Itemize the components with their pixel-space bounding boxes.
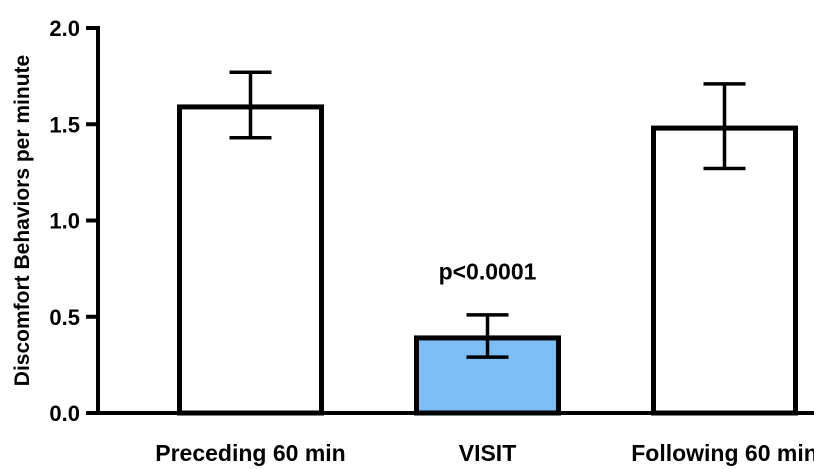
y-tick-label: 2.0 bbox=[49, 16, 80, 41]
significance-annotation: p<0.0001 bbox=[439, 259, 537, 285]
y-tick-label: 0.5 bbox=[49, 305, 80, 330]
y-tick-label: 0.0 bbox=[49, 401, 80, 426]
category-label: VISIT bbox=[459, 440, 517, 466]
y-tick-label: 1.0 bbox=[49, 209, 80, 234]
y-ticks-layer: 0.0 0.5 1.0 1.5 2.0 bbox=[49, 16, 98, 426]
annotations-layer: p<0.0001 bbox=[439, 259, 537, 285]
y-axis-title: Discomfort Behaviors per minute bbox=[11, 55, 34, 386]
category-label: Following 60 min bbox=[631, 440, 814, 466]
category-label: Preceding 60 min bbox=[155, 440, 345, 466]
bar bbox=[180, 107, 322, 413]
y-tick-label: 1.5 bbox=[49, 112, 80, 137]
category-labels-layer: Preceding 60 min VISIT Following 60 min bbox=[155, 440, 814, 466]
bar bbox=[654, 128, 796, 413]
